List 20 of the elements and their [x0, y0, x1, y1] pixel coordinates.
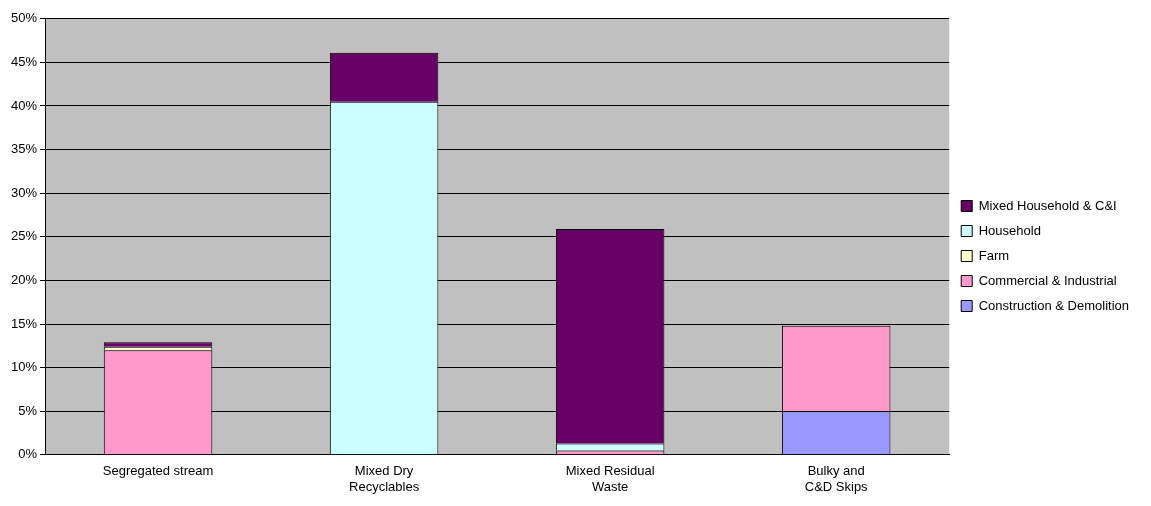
legend-label: Mixed Household & C&I	[978, 197, 1117, 213]
legend-label: Household	[978, 222, 1041, 238]
legend-label: Commercial & Industrial	[978, 272, 1117, 288]
x-tick-label: Mixed Dry Recyclables	[349, 463, 420, 494]
x-tick-label: Mixed Residual Waste	[565, 463, 655, 494]
y-tick-label: 15%	[10, 315, 38, 331]
y-tick-label: 25%	[10, 228, 38, 244]
legend-label: Construction & Demolition	[978, 297, 1130, 313]
y-tick-label: 50%	[10, 10, 38, 26]
y-tick-label: 45%	[10, 53, 38, 69]
y-tick-label: 5%	[18, 402, 38, 418]
y-tick-label: 10%	[10, 359, 38, 375]
x-tick-label: Bulky and C&D Skips	[804, 463, 869, 494]
y-tick-label: 35%	[10, 141, 38, 157]
y-tick-label: 20%	[10, 271, 38, 287]
y-tick-label: 30%	[10, 184, 38, 200]
y-tick-label: 40%	[10, 97, 38, 113]
y-tick-label: 0%	[18, 446, 38, 462]
legend-label: Farm	[978, 247, 1010, 263]
x-tick-label: Segregated stream	[102, 463, 214, 479]
